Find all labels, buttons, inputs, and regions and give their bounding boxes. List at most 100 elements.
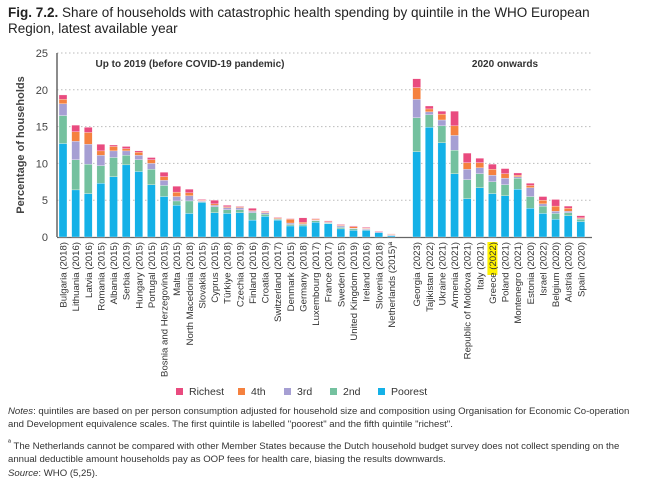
bar-segment-3rd bbox=[58, 103, 68, 116]
bar-segment-poorest bbox=[324, 223, 333, 238]
x-tick-label: Republic of Moldova (2021) bbox=[463, 242, 474, 359]
bar-segment-richest bbox=[298, 217, 308, 223]
bar-segment-poorest bbox=[311, 222, 320, 238]
bar-segment-4th bbox=[463, 162, 472, 170]
bar-segment-4th bbox=[488, 169, 497, 176]
bar-segment-richest bbox=[109, 144, 118, 147]
bar-segment-4th bbox=[425, 108, 434, 113]
x-tick-label: Denmark (2015) bbox=[286, 242, 297, 311]
bar-segment-2nd bbox=[159, 185, 169, 197]
bar-segment-richest bbox=[260, 211, 270, 213]
bar-segment-richest bbox=[134, 150, 143, 153]
bar-segment-poorest bbox=[248, 219, 257, 238]
bar-segment-poorest bbox=[361, 230, 371, 238]
bar-segment-3rd bbox=[551, 211, 560, 214]
x-tick-label: Hungary (2015) bbox=[134, 242, 145, 309]
legend-swatch-richest bbox=[176, 388, 183, 395]
bar-segment-4th bbox=[122, 148, 131, 152]
x-tick-label: France (2017) bbox=[324, 242, 335, 302]
bar-segment-poorest bbox=[185, 213, 194, 238]
bar-segment-richest bbox=[513, 172, 522, 176]
x-tick-label: Tajikistan (2022) bbox=[425, 242, 436, 312]
footnote-mark: ª bbox=[8, 438, 11, 447]
bar-segment-2nd bbox=[71, 159, 80, 191]
bar-segment-poorest bbox=[500, 195, 510, 238]
bar-segment-richest bbox=[576, 215, 585, 219]
bar-segment-2nd bbox=[526, 196, 535, 209]
bar-segment-2nd bbox=[450, 150, 459, 174]
bar-segment-2nd bbox=[437, 125, 447, 143]
x-tick-label: Israel (2022) bbox=[538, 242, 549, 296]
bar-segment-3rd bbox=[450, 135, 459, 151]
bar-segment-poorest bbox=[96, 183, 106, 238]
bar-segment-2nd bbox=[538, 205, 548, 214]
legend-swatch-poorest bbox=[378, 388, 385, 395]
bar-segment-poorest bbox=[134, 171, 143, 238]
bar-segment-3rd bbox=[488, 175, 497, 182]
x-tick-label: Slovenia (2018) bbox=[374, 242, 385, 309]
x-tick-label: Cyprus (2015) bbox=[210, 242, 221, 303]
legend-swatch-2nd bbox=[330, 388, 337, 395]
bar-segment-poorest bbox=[475, 187, 484, 238]
bar-segment-poorest bbox=[84, 193, 93, 238]
bar-segment-2nd bbox=[286, 224, 295, 227]
y-axis-label: Percentage of households bbox=[15, 76, 27, 214]
bar-segment-2nd bbox=[311, 220, 320, 223]
bar-segment-richest bbox=[324, 220, 333, 222]
bar-segment-richest bbox=[437, 110, 447, 115]
bar-segment-2nd bbox=[58, 115, 68, 144]
bar-segment-4th bbox=[551, 205, 560, 212]
bar-segment-richest bbox=[488, 163, 497, 170]
bar-segment-richest bbox=[538, 196, 548, 201]
bar-segment-richest bbox=[526, 183, 535, 186]
bar-segment-4th bbox=[71, 131, 80, 142]
bar-segment-richest bbox=[412, 78, 421, 88]
bar-segment-richest bbox=[311, 218, 320, 220]
bar-segment-2nd bbox=[84, 163, 93, 194]
bar-segment-poorest bbox=[298, 225, 308, 238]
bar-segment-2nd bbox=[109, 157, 118, 177]
bar-segment-richest bbox=[551, 199, 560, 207]
source-label: Source bbox=[8, 468, 39, 479]
bar-segment-3rd bbox=[185, 195, 194, 202]
bar-segment-richest bbox=[172, 186, 181, 193]
bar-segment-poorest bbox=[260, 216, 270, 238]
x-tick-label: Belgium (2020) bbox=[551, 242, 562, 307]
x-tick-label: Greece (2022) bbox=[488, 242, 499, 304]
bar-segment-poorest bbox=[336, 228, 346, 238]
bar-segment-3rd bbox=[84, 144, 93, 165]
bar-segment-3rd bbox=[286, 222, 295, 225]
bar-segment-3rd bbox=[109, 150, 118, 158]
bar-segment-poorest bbox=[122, 164, 131, 238]
bar-segment-4th bbox=[172, 191, 181, 197]
bar-segment-poorest bbox=[513, 189, 522, 238]
bar-segment-poorest bbox=[526, 208, 535, 238]
bar-segment-poorest bbox=[564, 215, 573, 238]
notes-label: Notes bbox=[8, 406, 34, 417]
bar-segment-poorest bbox=[235, 212, 244, 238]
bar-segment-2nd bbox=[488, 181, 497, 194]
bar-segment-4th bbox=[450, 125, 459, 136]
legend-swatch-4th bbox=[238, 388, 245, 395]
y-tick-label: 25 bbox=[36, 48, 48, 60]
y-tick-label: 15 bbox=[36, 122, 48, 134]
figure-number: Fig. 7.2. bbox=[8, 5, 59, 20]
bar-segment-richest bbox=[349, 225, 358, 227]
x-tick-label: Romania (2015) bbox=[96, 242, 107, 311]
bar-segment-2nd bbox=[463, 179, 472, 199]
bar-segment-poorest bbox=[223, 213, 232, 238]
x-tick-label: Slovakia (2015) bbox=[197, 242, 208, 309]
x-tick-label: Estonia (2020) bbox=[526, 242, 537, 304]
bar-segment-3rd bbox=[336, 225, 346, 228]
bar-segment-richest bbox=[122, 146, 131, 149]
footnote-text: The Netherlands cannot be compared with … bbox=[8, 441, 620, 465]
bar-segment-2nd bbox=[260, 214, 270, 217]
bar-segment-4th bbox=[412, 87, 421, 100]
x-tick-label: Finland (2016) bbox=[248, 242, 259, 304]
x-tick-label: Ireland (2016) bbox=[362, 242, 373, 302]
bar-segment-4th bbox=[475, 162, 484, 168]
group-label: Up to 2019 (before COVID-19 pandemic) bbox=[96, 59, 285, 70]
bar-segment-3rd bbox=[71, 141, 80, 160]
x-tick-label: Netherlands (2015)ª bbox=[387, 242, 398, 328]
